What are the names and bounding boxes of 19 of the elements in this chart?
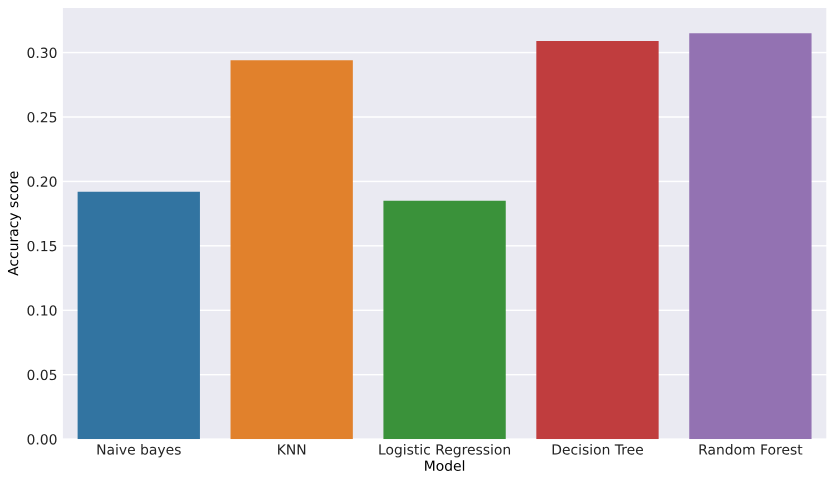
bar — [78, 192, 200, 440]
y-tick-label: 0.20 — [27, 176, 57, 187]
x-tick-label: Logistic Regression — [379, 444, 510, 458]
y-tick-label: 0.15 — [27, 240, 56, 252]
x-tick-label: KNN — [278, 444, 306, 455]
y-tick-label: 0.10 — [27, 305, 57, 316]
x-tick-label: Random Forest — [700, 444, 802, 455]
x-axis-title: Model — [425, 460, 464, 471]
y-axis-title: Accuracy score — [8, 171, 21, 276]
x-tick-label: Decision Tree — [552, 444, 643, 455]
x-tick-label: Naive bayes — [98, 444, 181, 458]
y-tick-label: 0.05 — [27, 370, 56, 380]
bar — [689, 33, 812, 440]
bar — [383, 200, 506, 440]
bar — [536, 40, 659, 440]
y-tick-label: 0.25 — [27, 112, 56, 122]
bar — [230, 60, 353, 440]
y-tick-label: 0.30 — [27, 48, 57, 58]
y-tick-label: 0.00 — [27, 434, 57, 445]
